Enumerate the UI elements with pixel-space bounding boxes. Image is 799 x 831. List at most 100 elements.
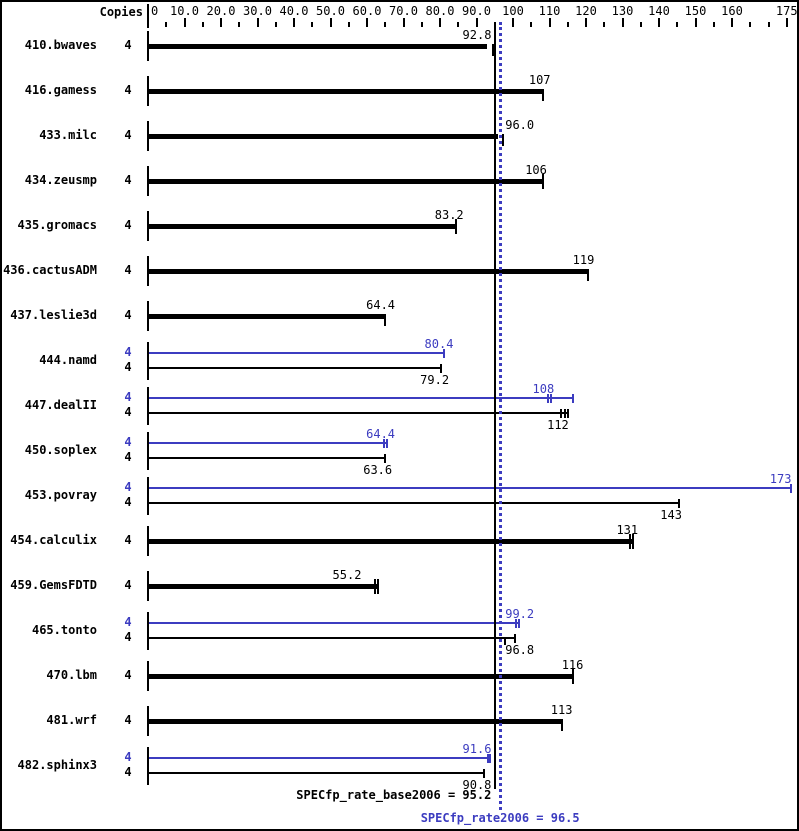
benchmark-label: 433.milc bbox=[39, 128, 97, 142]
bar-value-label: 116 bbox=[561, 658, 584, 672]
base-bar bbox=[149, 502, 680, 504]
y-axis-stroke bbox=[147, 432, 149, 470]
axis-tick-label: 130 bbox=[611, 4, 634, 18]
base-bar bbox=[149, 637, 515, 639]
copies-value: 4 bbox=[124, 345, 132, 359]
copies-value: 4 bbox=[124, 173, 132, 187]
axis-minor-tick bbox=[566, 22, 569, 27]
axis-major-tick bbox=[256, 18, 259, 27]
bar-value-label: 92.8 bbox=[462, 28, 492, 42]
y-axis-stroke bbox=[147, 747, 149, 785]
bar-value-label: 91.6 bbox=[462, 742, 492, 756]
y-axis-stroke bbox=[147, 76, 149, 106]
run-tick bbox=[373, 579, 376, 594]
run-tick bbox=[632, 534, 635, 549]
run-tick bbox=[513, 634, 516, 643]
axis-tick-label: 60.0 bbox=[352, 4, 382, 18]
run-tick bbox=[571, 394, 574, 403]
axis-minor-tick bbox=[639, 22, 642, 27]
run-tick bbox=[517, 619, 520, 628]
bar-value-label: 173 bbox=[769, 472, 792, 486]
bar-value-label: 108 bbox=[532, 382, 555, 396]
run-tick bbox=[376, 579, 379, 594]
bar-value-label: 90.8 bbox=[462, 778, 492, 792]
run-tick bbox=[442, 349, 445, 358]
run-tick bbox=[563, 409, 566, 418]
copies-value: 4 bbox=[124, 630, 132, 644]
y-axis-stroke bbox=[147, 661, 149, 691]
bar-value-label: 143 bbox=[660, 508, 682, 522]
y-axis-stroke bbox=[147, 342, 149, 380]
benchmark-label: 434.zeusmp bbox=[24, 173, 97, 187]
benchmark-label: 437.leslie3d bbox=[10, 308, 97, 322]
copies-value: 4 bbox=[124, 83, 132, 97]
run-tick bbox=[571, 669, 574, 684]
copies-value: 4 bbox=[124, 668, 132, 682]
axis-tick-label: 160 bbox=[721, 4, 743, 18]
base-bar bbox=[149, 772, 484, 774]
bar-value-label: 112 bbox=[547, 418, 569, 432]
axis-tick-label: 175 bbox=[775, 4, 798, 18]
axis-minor-tick bbox=[165, 22, 168, 27]
bar-value-label: 119 bbox=[572, 253, 595, 267]
run-tick bbox=[503, 637, 506, 645]
axis-minor-tick bbox=[311, 22, 314, 27]
run-tick bbox=[383, 439, 386, 448]
y-axis-stroke bbox=[147, 612, 149, 650]
axis-tick-label: 150 bbox=[684, 4, 707, 18]
axis-major-tick bbox=[475, 18, 478, 27]
base-bar bbox=[149, 179, 544, 184]
axis-tick-label: 30.0 bbox=[243, 4, 272, 18]
axis-major-tick bbox=[785, 18, 788, 27]
benchmark-label: 470.lbm bbox=[46, 668, 97, 682]
axis-minor-tick bbox=[603, 22, 606, 27]
y-axis-stroke bbox=[147, 4, 149, 28]
bar-value-label: 107 bbox=[528, 73, 551, 87]
run-tick bbox=[560, 719, 563, 731]
y-axis-stroke bbox=[147, 571, 149, 601]
benchmark-label: 453.povray bbox=[24, 488, 97, 502]
copies-value: 4 bbox=[124, 435, 132, 449]
base-bar bbox=[149, 584, 378, 589]
copies-value: 4 bbox=[124, 38, 132, 52]
axis-minor-tick bbox=[676, 22, 679, 27]
run-tick bbox=[491, 44, 494, 56]
axis-tick-label: 20.0 bbox=[206, 4, 236, 18]
axis-tick-label: 40.0 bbox=[279, 4, 309, 18]
benchmark-label: 436.cactusADM bbox=[3, 263, 97, 277]
base-bar bbox=[149, 719, 562, 724]
axis-tick-label: 0 bbox=[151, 4, 159, 18]
copies-value: 4 bbox=[124, 263, 132, 277]
bar-value-label: 96.8 bbox=[505, 643, 535, 657]
benchmark-label: 444.namd bbox=[39, 353, 97, 367]
copies-value: 4 bbox=[124, 218, 132, 232]
axis-major-tick bbox=[220, 18, 222, 27]
run-tick bbox=[482, 769, 485, 778]
axis-major-tick bbox=[621, 18, 624, 27]
run-tick bbox=[586, 269, 589, 281]
axis-tick-label: 90.0 bbox=[462, 4, 491, 18]
run-tick bbox=[439, 364, 442, 373]
axis-tick-label: 50.0 bbox=[316, 4, 345, 18]
run-tick bbox=[790, 484, 793, 493]
run-tick bbox=[547, 394, 550, 403]
axis-major-tick bbox=[548, 18, 551, 27]
axis-minor-tick bbox=[238, 22, 241, 27]
axis-tick-label: 70.0 bbox=[389, 4, 418, 18]
benchmark-label: 410.bwaves bbox=[24, 38, 97, 52]
axis-tick-label: 100 bbox=[502, 4, 524, 18]
copies-value: 4 bbox=[124, 480, 132, 494]
base-bar bbox=[149, 134, 499, 139]
run-tick bbox=[489, 754, 491, 763]
copies-value: 4 bbox=[124, 765, 132, 779]
bar-value-label: 80.4 bbox=[424, 337, 454, 351]
bar-value-label: 63.6 bbox=[363, 463, 393, 477]
y-axis-stroke bbox=[147, 256, 149, 286]
copies-value: 4 bbox=[124, 390, 132, 404]
copies-value: 4 bbox=[124, 533, 132, 547]
benchmark-label: 465.tonto bbox=[31, 623, 97, 637]
axis-minor-tick bbox=[530, 22, 533, 27]
benchmark-label: 435.gromacs bbox=[17, 218, 97, 232]
copies-value: 4 bbox=[124, 615, 132, 629]
